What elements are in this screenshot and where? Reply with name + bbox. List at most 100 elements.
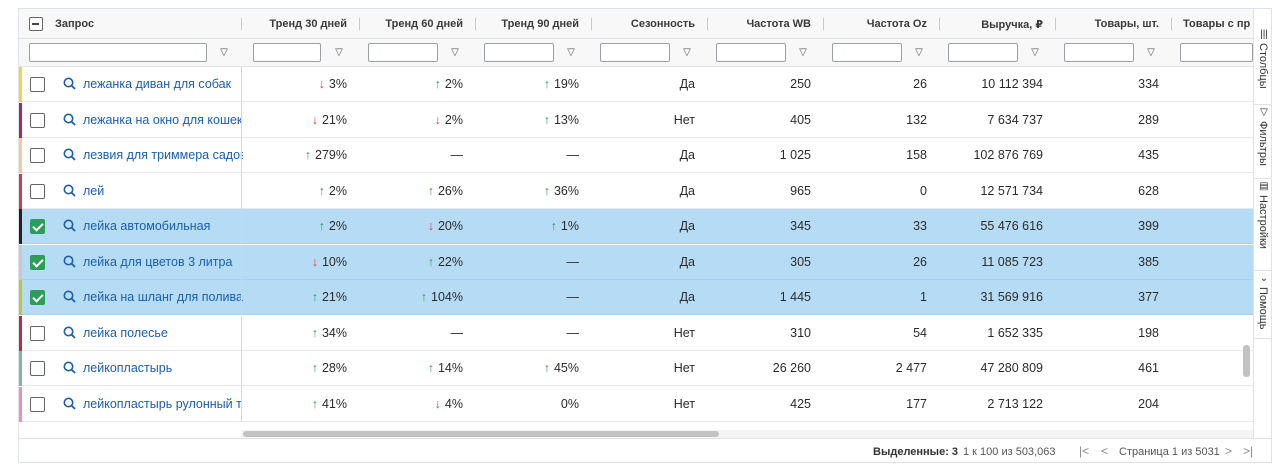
table-row[interactable]: лежанка на окно для кошек ↓ 21% ↓ 2% ↑ 13% Нет 4… [19,102,1253,138]
search-icon[interactable] [63,148,76,161]
table-row[interactable]: лейка для цветов 3 литра ↓ 10% ↑ 22% — Да 305 26… [19,244,1253,280]
cell-value: 204 [1138,396,1159,411]
header-separator[interactable] [241,18,242,30]
query-link[interactable]: лейка автомобильная [83,219,211,233]
search-icon[interactable] [63,113,76,126]
search-icon[interactable] [63,361,76,374]
row-checkbox[interactable] [30,325,45,341]
filter-funnel-icon[interactable]: ▽ [335,47,343,58]
filter-input-trend90[interactable] [484,43,554,62]
header-separator[interactable] [359,18,360,30]
filter-funnel-icon[interactable]: ▽ [799,47,807,58]
row-checkbox[interactable] [30,148,45,163]
query-link[interactable]: лежанка диван для собак [83,77,232,91]
row-checkbox[interactable] [30,77,45,92]
header-query[interactable]: Запрос [55,18,95,30]
row-checkbox[interactable] [30,361,45,376]
filter-funnel-icon[interactable]: ▽ [683,47,691,58]
sidebar-tab-columns[interactable]: ||| Столбцы [1254,27,1271,105]
query-link[interactable]: лейкопластырь [83,361,173,375]
sidebar-tab-filters[interactable]: ▽ Фильтры [1254,105,1271,179]
filter-funnel-icon[interactable]: ▽ [1031,47,1039,58]
row-checkbox[interactable] [30,219,45,234]
filter-input-goods[interactable] [1064,43,1134,62]
query-link[interactable]: лейкопластырь рулонный т [83,396,242,411]
table-row[interactable]: лей ↑ 2% ↑ 26% ↑ 36% Да 965 0 12 571 734 628 [19,173,1253,209]
arrow-down-icon: ↓ [434,396,441,411]
search-icon[interactable] [63,77,76,90]
table-row[interactable]: лейка на шланг для полива ↑ 21% ↑ 104% — Да 1 4… [19,280,1253,315]
sidebar-tab-help[interactable]: ⌄ Помощь [1254,271,1271,339]
row-color-marker [19,244,22,280]
filter-funnel-icon[interactable]: ▽ [567,47,575,58]
filter-input-revenue[interactable] [948,43,1018,62]
arrow-up-icon: ↑ [420,290,428,304]
header-freq-wb[interactable]: Частота WB [746,18,811,30]
header-separator[interactable] [823,18,824,30]
horizontal-scrollbar-thumb[interactable] [243,431,719,437]
search-icon[interactable] [63,397,76,410]
cell-value: 34% [321,325,347,340]
sidebar-tab-settings[interactable]: ▤ Настройки [1254,179,1271,271]
header-trend90[interactable]: Тренд 90 дней [501,18,579,30]
table-row[interactable]: лезвия для триммера садов ↑ 279% — — Да 1 025 1… [19,138,1253,173]
filter-input-goods-2[interactable] [1180,43,1253,62]
cell-value: Да [679,219,695,233]
header-separator[interactable] [475,18,476,30]
next-page-icon[interactable]: > [1225,444,1233,458]
vertical-scrollbar-thumb[interactable] [1243,345,1250,377]
header-separator[interactable] [1055,18,1056,30]
header-goods-2[interactable]: Товары с пр [1183,18,1251,30]
query-link[interactable]: лейка на шланг для полива [83,290,243,304]
header-trend30[interactable]: Тренд 30 дней [269,18,347,30]
query-link[interactable]: лезвия для триммера садов [83,148,243,162]
table-row[interactable]: лежанка диван для собак ↓ 3% ↑ 2% ↑ 19% Да 250 26… [19,67,1253,102]
horizontal-scrollbar[interactable] [241,430,1253,438]
search-icon[interactable] [63,184,76,197]
row-checkbox[interactable] [30,396,45,412]
row-checkbox[interactable] [30,290,45,305]
search-icon[interactable] [63,219,76,232]
filter-input-trend60[interactable] [368,43,438,62]
filter-input-season[interactable] [600,43,670,62]
cell-goods: 461 [1055,351,1171,386]
cell-value: — [566,325,580,340]
filter-input-freq-oz[interactable] [832,43,902,62]
header-season[interactable]: Сезонность [630,18,695,30]
filter-funnel-icon[interactable]: ▽ [915,47,923,58]
arrow-up-icon: ↑ [427,183,434,198]
filter-funnel-icon[interactable]: ▽ [451,47,459,58]
filter-input-trend30[interactable] [253,43,321,62]
query-link[interactable]: лейка полесье [83,325,168,340]
filter-input-query[interactable] [29,43,207,62]
header-freq-oz[interactable]: Частота Oz [866,18,927,30]
header-goods[interactable]: Товары, шт. [1094,18,1159,30]
filter-funnel-icon[interactable]: ▽ [1147,47,1155,58]
header-separator[interactable] [707,18,708,30]
header-separator[interactable] [1171,18,1172,30]
select-all-checkbox[interactable] [29,17,43,31]
filter-input-freq-wb[interactable] [716,43,786,62]
query-link[interactable]: лежанка на окно для кошек [83,112,243,127]
search-icon[interactable] [63,326,76,339]
table-row[interactable]: лейкопластырь рулонный т ↑ 41% ↓ 4% 0% Нет 425 1… [19,386,1253,422]
last-page-icon[interactable]: >| [1243,444,1254,458]
search-icon[interactable] [63,255,76,268]
first-page-icon[interactable]: |< [1079,444,1090,458]
header-separator[interactable] [591,18,592,30]
header-revenue[interactable]: Выручка, ₽ [981,18,1043,31]
search-icon[interactable] [63,290,76,303]
table-row[interactable]: лейка полесье ↑ 34% — — Нет 310 54 1 652 335 198 [19,315,1253,351]
query-link[interactable]: лей [83,183,105,198]
table-row[interactable]: лейка автомобильная ↑ 2% ↓ 20% ↑ 1% Да 345 33 55 4… [19,209,1253,244]
filter-funnel-icon: ▽ [1260,107,1268,118]
header-trend60[interactable]: Тренд 60 дней [385,18,463,30]
query-link[interactable]: лейка для цветов 3 литра [83,254,233,269]
row-checkbox[interactable] [30,254,45,270]
filter-funnel-icon[interactable]: ▽ [220,47,228,58]
row-checkbox[interactable] [30,112,45,128]
row-checkbox[interactable] [30,183,45,199]
table-row[interactable]: лейкопластырь ↑ 28% ↑ 14% ↑ 45% Нет 26 260 2 477 4… [19,351,1253,386]
header-separator[interactable] [939,18,940,30]
prev-page-icon[interactable]: < [1101,444,1109,458]
